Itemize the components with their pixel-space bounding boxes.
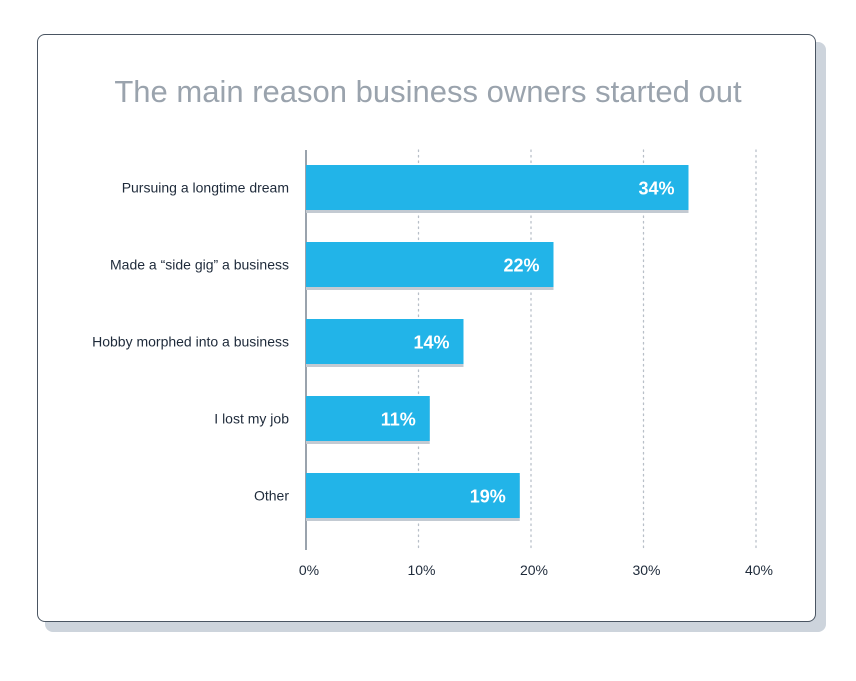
- category-label: Hobby morphed into a business: [92, 334, 289, 350]
- x-tick-label: 10%: [407, 562, 435, 578]
- category-label: I lost my job: [214, 411, 289, 427]
- x-tick-label: 20%: [520, 562, 548, 578]
- bar-value-label: 19%: [470, 487, 506, 507]
- bar: [306, 165, 689, 210]
- bar-value-label: 14%: [413, 333, 449, 353]
- category-label: Other: [254, 488, 289, 504]
- x-tick-label: 40%: [745, 562, 773, 578]
- bar: [306, 242, 554, 287]
- category-label: Pursuing a longtime dream: [122, 180, 289, 196]
- bar: [306, 473, 520, 518]
- category-label: Made a “side gig” a business: [110, 257, 289, 273]
- chart-title: The main reason business owners started …: [114, 74, 742, 109]
- bar: [306, 319, 464, 364]
- bar-value-label: 34%: [638, 179, 674, 199]
- x-tick-label: 30%: [632, 562, 660, 578]
- bar-value-label: 22%: [503, 256, 539, 276]
- x-tick-label: 0%: [299, 562, 319, 578]
- bar-value-label: 11%: [381, 410, 416, 430]
- bar: [306, 396, 430, 441]
